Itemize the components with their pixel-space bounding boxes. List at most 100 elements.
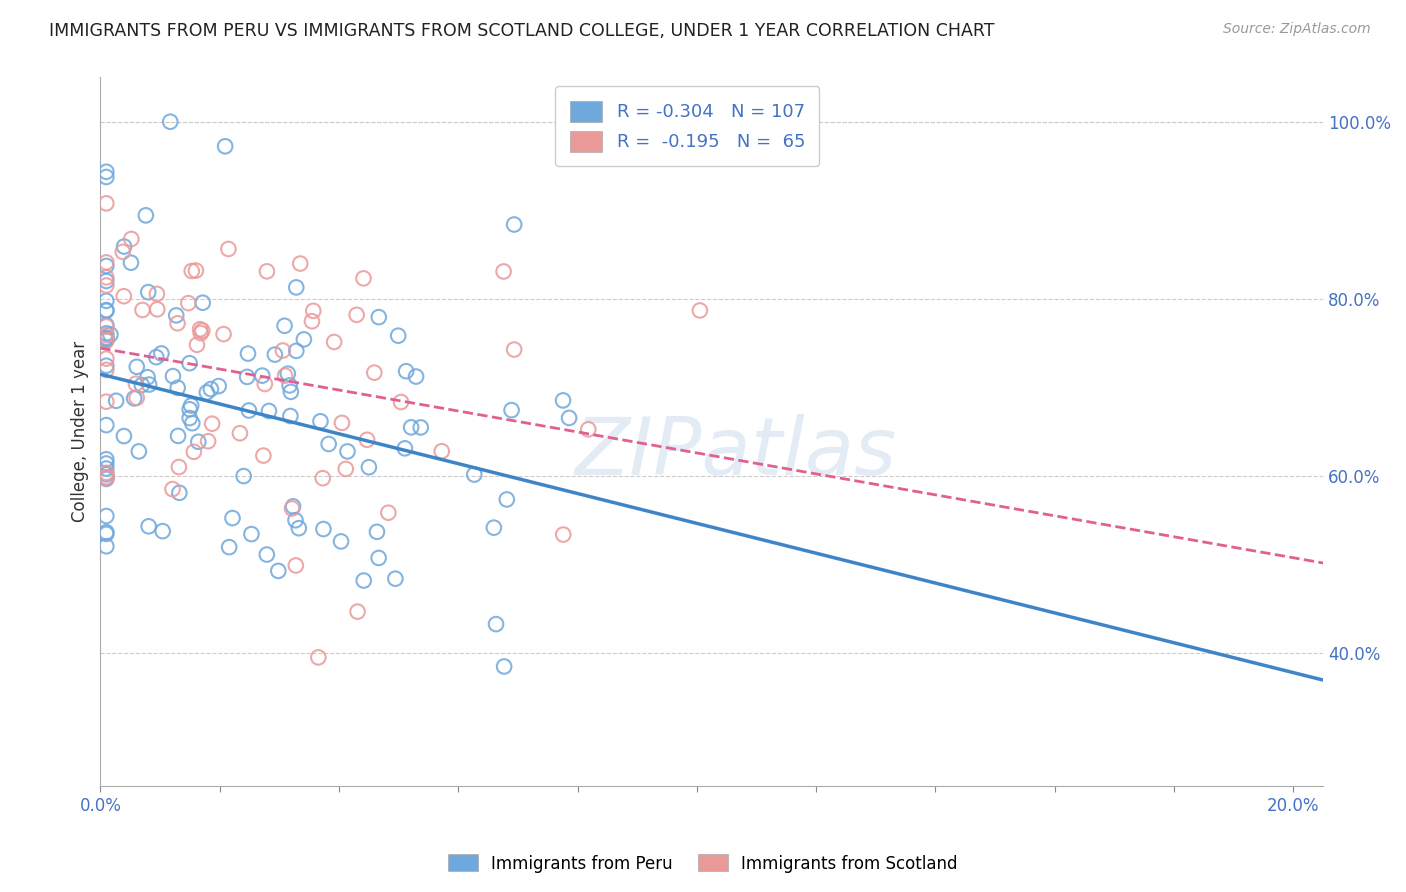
- Immigrants from Peru: [463, 467, 485, 482]
- Immigrants from Peru: [485, 617, 508, 632]
- Immigrants from Peru: [278, 378, 301, 392]
- Immigrants from Scotland: [576, 422, 599, 436]
- Immigrants from Scotland: [96, 471, 118, 485]
- Immigrants from Peru: [165, 309, 187, 323]
- Immigrants from Peru: [221, 511, 243, 525]
- Immigrants from Peru: [96, 467, 118, 482]
- Immigrants from Scotland: [323, 334, 346, 349]
- Immigrants from Peru: [125, 359, 148, 374]
- Immigrants from Peru: [285, 343, 308, 358]
- Immigrants from Peru: [96, 418, 118, 433]
- Immigrants from Peru: [100, 327, 122, 342]
- Immigrants from Scotland: [335, 462, 357, 476]
- Immigrants from Peru: [96, 470, 118, 484]
- Immigrants from Peru: [503, 218, 526, 232]
- Immigrants from Peru: [162, 369, 184, 384]
- Immigrants from Peru: [399, 420, 422, 434]
- Immigrants from Peru: [384, 572, 406, 586]
- Immigrants from Peru: [179, 411, 201, 425]
- Immigrants from Scotland: [281, 501, 304, 516]
- Immigrants from Peru: [187, 434, 209, 449]
- Immigrants from Peru: [318, 437, 340, 451]
- Immigrants from Peru: [240, 527, 263, 541]
- Immigrants from Scotland: [180, 264, 202, 278]
- Immigrants from Peru: [96, 525, 118, 540]
- Text: Source: ZipAtlas.com: Source: ZipAtlas.com: [1223, 22, 1371, 37]
- Immigrants from Peru: [159, 114, 181, 128]
- Immigrants from Peru: [112, 239, 135, 253]
- Immigrants from Peru: [167, 429, 190, 443]
- Immigrants from Peru: [284, 513, 307, 527]
- Immigrants from Scotland: [167, 460, 190, 475]
- Immigrants from Peru: [273, 318, 295, 333]
- Immigrants from Peru: [181, 416, 204, 430]
- Immigrants from Peru: [285, 280, 308, 294]
- Immigrants from Scotland: [96, 196, 118, 211]
- Immigrants from Peru: [405, 369, 427, 384]
- Immigrants from Peru: [366, 524, 388, 539]
- Immigrants from Peru: [267, 564, 290, 578]
- Immigrants from Peru: [96, 331, 118, 345]
- Immigrants from Scotland: [197, 434, 219, 449]
- Immigrants from Peru: [330, 534, 353, 549]
- Immigrants from Peru: [96, 452, 118, 467]
- Immigrants from Peru: [200, 382, 222, 396]
- Immigrants from Scotland: [96, 363, 118, 377]
- Immigrants from Peru: [252, 368, 274, 383]
- Immigrants from Peru: [96, 169, 118, 184]
- Immigrants from Peru: [136, 370, 159, 384]
- Immigrants from Scotland: [112, 289, 135, 303]
- Y-axis label: College, Under 1 year: College, Under 1 year: [72, 342, 89, 523]
- Immigrants from Peru: [96, 359, 118, 373]
- Immigrants from Peru: [232, 469, 254, 483]
- Immigrants from Scotland: [184, 263, 207, 277]
- Immigrants from Peru: [238, 403, 260, 417]
- Immigrants from Scotland: [312, 471, 335, 485]
- Immigrants from Scotland: [96, 278, 118, 293]
- Immigrants from Scotland: [190, 326, 212, 340]
- Immigrants from Peru: [128, 444, 150, 458]
- Immigrants from Scotland: [166, 316, 188, 330]
- Immigrants from Scotland: [125, 376, 148, 391]
- Immigrants from Scotland: [353, 271, 375, 285]
- Immigrants from Scotland: [253, 376, 276, 391]
- Legend: R = -0.304   N = 107, R =  -0.195   N =  65: R = -0.304 N = 107, R = -0.195 N = 65: [555, 87, 820, 166]
- Immigrants from Scotland: [217, 242, 239, 256]
- Immigrants from Peru: [145, 350, 167, 364]
- Immigrants from Peru: [288, 521, 311, 535]
- Immigrants from Peru: [138, 377, 160, 392]
- Immigrants from Peru: [150, 346, 173, 360]
- Immigrants from Scotland: [125, 391, 148, 405]
- Immigrants from Peru: [179, 402, 201, 417]
- Immigrants from Peru: [96, 259, 118, 273]
- Immigrants from Scotland: [186, 338, 208, 352]
- Immigrants from Scotland: [553, 527, 575, 541]
- Immigrants from Peru: [122, 392, 145, 406]
- Immigrants from Peru: [394, 442, 416, 456]
- Immigrants from Scotland: [363, 366, 385, 380]
- Immigrants from Scotland: [120, 232, 142, 246]
- Immigrants from Peru: [357, 460, 380, 475]
- Immigrants from Peru: [558, 411, 581, 425]
- Immigrants from Scotland: [356, 433, 378, 447]
- Immigrants from Scotland: [256, 264, 278, 278]
- Immigrants from Peru: [236, 346, 259, 360]
- Immigrants from Scotland: [96, 466, 118, 480]
- Immigrants from Scotland: [290, 256, 312, 270]
- Immigrants from Peru: [136, 285, 159, 300]
- Immigrants from Peru: [191, 295, 214, 310]
- Immigrants from Peru: [277, 367, 299, 381]
- Immigrants from Peru: [166, 381, 188, 395]
- Immigrants from Peru: [96, 527, 118, 541]
- Immigrants from Scotland: [96, 270, 118, 285]
- Immigrants from Scotland: [96, 328, 118, 343]
- Immigrants from Peru: [292, 332, 315, 346]
- Immigrants from Scotland: [96, 255, 118, 269]
- Immigrants from Peru: [387, 328, 409, 343]
- Immigrants from Scotland: [307, 650, 329, 665]
- Immigrants from Scotland: [177, 296, 200, 310]
- Immigrants from Scotland: [162, 482, 184, 496]
- Immigrants from Scotland: [389, 395, 412, 409]
- Immigrants from Scotland: [96, 394, 118, 409]
- Immigrants from Peru: [96, 303, 118, 318]
